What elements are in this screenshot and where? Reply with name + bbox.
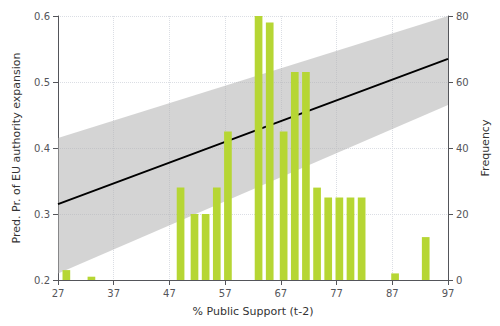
svg-text:57: 57 xyxy=(219,288,232,299)
svg-text:40: 40 xyxy=(456,143,469,154)
svg-text:0: 0 xyxy=(456,275,462,286)
svg-text:67: 67 xyxy=(274,288,287,299)
svg-text:97: 97 xyxy=(442,288,455,299)
svg-text:0.6: 0.6 xyxy=(34,11,50,22)
svg-text:0.4: 0.4 xyxy=(34,143,50,154)
svg-text:77: 77 xyxy=(330,288,343,299)
svg-text:27: 27 xyxy=(52,288,65,299)
svg-text:47: 47 xyxy=(163,288,176,299)
svg-text:0.3: 0.3 xyxy=(34,209,50,220)
svg-text:Frequency: Frequency xyxy=(479,119,492,176)
svg-text:80: 80 xyxy=(456,11,469,22)
svg-text:0.5: 0.5 xyxy=(34,77,50,88)
svg-text:60: 60 xyxy=(456,77,469,88)
svg-text:Pred. Pr. of EU authority expa: Pred. Pr. of EU authority expansion xyxy=(10,53,23,244)
svg-text:% Public Support (t-2): % Public Support (t-2) xyxy=(193,305,314,318)
svg-text:20: 20 xyxy=(456,209,469,220)
svg-text:37: 37 xyxy=(107,288,120,299)
svg-text:87: 87 xyxy=(386,288,399,299)
svg-text:0.2: 0.2 xyxy=(34,275,50,286)
